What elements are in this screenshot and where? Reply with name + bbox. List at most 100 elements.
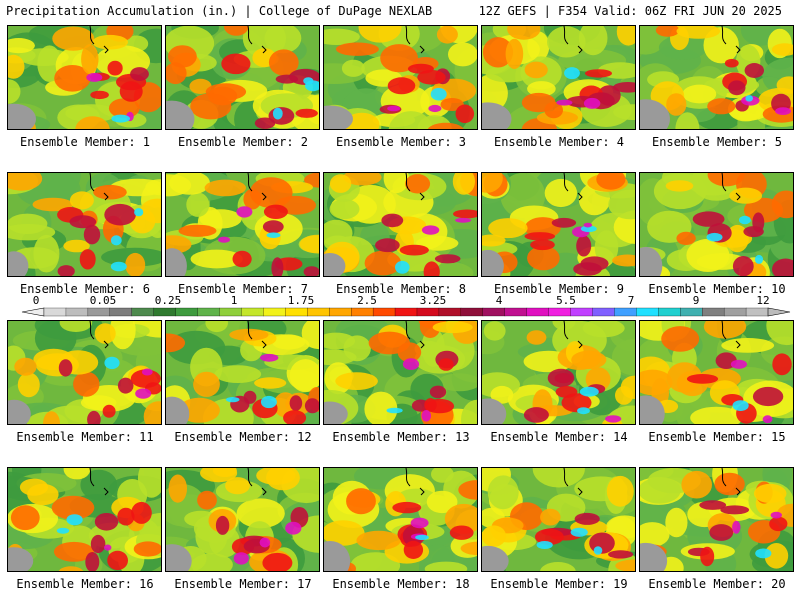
member-label: Ensemble Member: 5 [651,135,783,149]
colorbar-tick-label: 0.25 [154,294,182,307]
colorbar-swatch [131,307,155,317]
colorbar-swatch [504,307,528,317]
colorbar-swatch [285,307,308,317]
colorbar-tick-label: 1.75 [287,294,315,307]
precip-field [640,468,793,571]
member-label: Ensemble Member: 1 [19,135,151,149]
colorbar-tick-label: 12 [756,294,770,307]
member-map-8 [323,172,478,277]
chart-title: Precipitation Accumulation (in.) | Colle… [6,4,433,18]
member-map-9 [481,172,636,277]
precip-field [640,321,793,424]
member-label: Ensemble Member: 18 [332,577,470,591]
precip-field [8,26,161,129]
colorbar-max-arrow [767,307,791,317]
colorbar-swatch [394,307,418,317]
member-map-17 [165,467,320,572]
coastline [721,26,741,54]
colorbar-tick-label: 2.5 [357,294,377,307]
member-map-11 [7,320,162,425]
member-label: Ensemble Member: 16 [16,577,154,591]
member-label: Ensemble Member: 13 [332,430,470,444]
member-label: Ensemble Member: 20 [648,577,786,591]
colorbar-tick-label: 3.25 [419,294,447,307]
colorbar-swatch [570,307,593,317]
precip-colorbar: 0 0.05 0.25 1 1.75 2.5 3.25 4 5.5 7 9 12 [8,294,792,320]
member-map-1 [7,25,162,130]
colorbar-tick-label: 1 [230,294,238,307]
colorbar-swatch [614,307,637,317]
member-label: Ensemble Member: 14 [490,430,628,444]
colorbar-swatch [153,307,177,317]
precip-field [640,26,793,129]
colorbar-scale [21,307,791,317]
colorbar-swatch [263,307,286,317]
precip-field [482,173,635,276]
colorbar-min-arrow [21,307,45,317]
precip-field [166,321,319,424]
member-label: Ensemble Member: 3 [335,135,467,149]
member-label: Ensemble Member: 7 [177,282,309,296]
model-run-info: 12Z GEFS | F354 Valid: 06Z FRI JUN 20 20… [478,4,782,18]
coastline [405,321,425,349]
coastline [247,26,267,54]
member-label: Ensemble Member: 12 [174,430,312,444]
precip-field [8,173,161,276]
colorbar-swatch [745,307,769,317]
colorbar-swatch [109,307,133,317]
colorbar-swatch [416,307,440,317]
coastline [563,26,583,54]
member-map-16 [7,467,162,572]
member-label: Ensemble Member: 11 [16,430,154,444]
coastline [721,468,741,496]
member-label: Ensemble Member: 8 [335,282,467,296]
coastline [247,173,267,201]
colorbar-swatch [636,307,659,317]
precip-field [324,173,477,276]
member-label: Ensemble Member: 6 [19,282,151,296]
colorbar-tick-label: 0 [32,294,40,307]
member-map-18 [323,467,478,572]
coastline [89,26,109,54]
colorbar-swatch [372,307,396,317]
coastline [89,468,109,496]
member-map-4 [481,25,636,130]
colorbar-swatch [65,307,89,317]
precip-field [8,321,161,424]
coastline [89,321,109,349]
colorbar-swatch [329,307,352,317]
member-map-10 [639,172,794,277]
member-map-20 [639,467,794,572]
member-map-19 [481,467,636,572]
colorbar-swatch [482,307,506,317]
member-map-15 [639,320,794,425]
precip-field [166,468,319,571]
colorbar-swatch [241,307,264,317]
precip-field [482,321,635,424]
member-map-12 [165,320,320,425]
member-label: Ensemble Member: 4 [493,135,625,149]
precip-field [324,468,477,571]
coastline [721,173,741,201]
coastline [721,321,741,349]
colorbar-swatch [43,307,67,317]
precip-field [8,468,161,571]
colorbar-swatch [548,307,571,317]
colorbar-swatch [658,307,681,317]
member-map-6 [7,172,162,277]
colorbar-swatch [460,307,484,317]
coastline [405,173,425,201]
colorbar-swatch [680,307,703,317]
member-label: Ensemble Member: 17 [174,577,312,591]
colorbar-tick-label: 9 [692,294,700,307]
member-map-13 [323,320,478,425]
member-map-2 [165,25,320,130]
colorbar-swatch [307,307,330,317]
member-map-3 [323,25,478,130]
member-label: Ensemble Member: 15 [648,430,786,444]
colorbar-swatch [350,307,374,317]
coastline [405,26,425,54]
member-map-14 [481,320,636,425]
precip-field [324,321,477,424]
precip-field [482,26,635,129]
